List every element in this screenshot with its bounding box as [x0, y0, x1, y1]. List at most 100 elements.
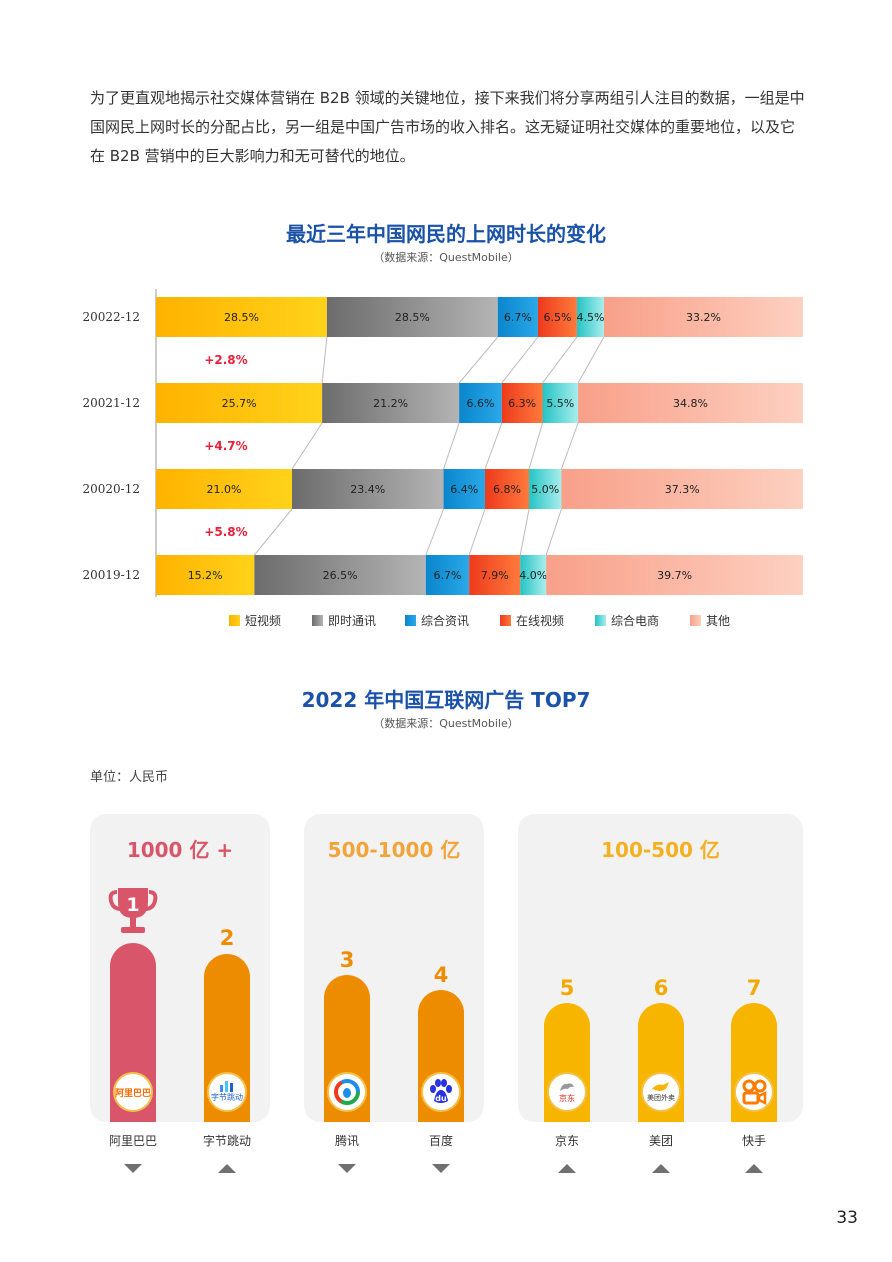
- bar-segment: [443, 469, 486, 509]
- change-label: +2.8%: [204, 353, 247, 367]
- bytedance-logo-text: 字节跳动: [211, 1093, 243, 1102]
- segment-value-label: 6.4%: [450, 483, 478, 496]
- segment-value-label: 5.0%: [531, 483, 559, 496]
- segment-value-label: 21.2%: [373, 397, 408, 410]
- bar-segment: [603, 297, 803, 337]
- trend-up-icon: [745, 1164, 763, 1173]
- bar-segment: [529, 469, 562, 509]
- intro-paragraph: 为了更直观地揭示社交媒体营销在 B2B 领域的关键地位，接下来我们将分享两组引人…: [90, 89, 805, 165]
- segment-value-label: 28.5%: [224, 311, 259, 324]
- trend-down-icon: [432, 1164, 450, 1173]
- chart-title-usage: 最近三年中国网民的上网时长的变化: [286, 222, 606, 246]
- connector-line: [458, 336, 499, 384]
- segment-value-label: 6.8%: [493, 483, 521, 496]
- alibaba-icon: 阿里巴巴: [113, 1072, 153, 1112]
- trophy-rank-label: 1: [126, 894, 139, 916]
- connector-line: [253, 508, 293, 556]
- connector-line: [577, 336, 605, 384]
- segment-value-label: 6.7%: [433, 569, 461, 582]
- jd-dog-icon: [560, 1082, 574, 1091]
- company-name-alibaba: 阿里巴巴: [108, 1134, 157, 1148]
- rank-number-5: 5: [559, 976, 575, 1000]
- company-name-baidu: 百度: [428, 1134, 453, 1148]
- trend-down-icon: [124, 1164, 142, 1173]
- segment-value-label: 39.7%: [657, 569, 692, 582]
- jd-logo-text: 京东: [559, 1093, 575, 1103]
- baidu-paw-icon: du: [430, 1079, 452, 1103]
- alibaba-logo-text: 阿里巴巴: [115, 1088, 152, 1099]
- kuaishou-camera-icon: [742, 1079, 767, 1106]
- bar-segment: [326, 297, 498, 337]
- chart-subtitle-ads: （数据来源：QuestMobile）: [373, 717, 519, 730]
- legend-label: 即时通讯: [328, 614, 376, 628]
- legend-swatch: [405, 615, 416, 626]
- bar-segment: [425, 555, 470, 595]
- meituan-logo-text: 美团外卖: [647, 1094, 675, 1102]
- category-label: 20022-12: [83, 310, 141, 324]
- legend-swatch: [229, 615, 240, 626]
- stacked-bar-chart: 20022-12 28.5% 28.5% 6.7% 6.5% 4.5% 33.2% 20021…: [83, 289, 803, 628]
- trophy-icon: 1: [108, 888, 158, 933]
- legend-swatch: [595, 615, 606, 626]
- segment-value-label: 4.5%: [576, 311, 604, 324]
- rank-number-7: 7: [746, 976, 762, 1000]
- change-label: +5.8%: [204, 525, 247, 539]
- chart-subtitle-usage: （数据来源：QuestMobile）: [373, 251, 519, 264]
- company-name-bytedance: 字节跳动: [202, 1134, 251, 1148]
- connector-line: [484, 422, 503, 470]
- segment-value-label: 4.0%: [519, 569, 547, 582]
- unit-label: 单位：人民币: [90, 770, 169, 785]
- trend-up-icon: [558, 1164, 576, 1173]
- chart-title-ads: 2022 年中国互联网广告 TOP7: [301, 688, 591, 712]
- group-label: 1000 亿 +: [126, 838, 234, 862]
- rank-number-3: 3: [339, 948, 355, 972]
- bar-segment: [254, 555, 426, 595]
- jd-icon: 京东: [547, 1072, 587, 1112]
- bar-segment: [578, 383, 803, 423]
- trend-up-icon: [218, 1164, 236, 1173]
- bar-segment: [459, 383, 502, 423]
- connector-line: [519, 508, 530, 556]
- connector-line: [560, 422, 579, 470]
- kuaishou-icon: [734, 1072, 774, 1112]
- legend-label: 综合资讯: [421, 613, 469, 628]
- bar-segment: [542, 383, 579, 423]
- bar-segment: [322, 383, 460, 423]
- page-number: 33: [836, 1208, 858, 1228]
- bytedance-bars-icon: [220, 1081, 233, 1092]
- segment-value-label: 23.4%: [350, 483, 385, 496]
- segment-value-label: 33.2%: [686, 311, 721, 324]
- meituan-icon: 美团外卖: [641, 1072, 681, 1112]
- segment-value-label: 6.5%: [543, 311, 571, 324]
- bar-segment: [485, 469, 530, 509]
- legend-label: 在线视频: [516, 613, 564, 628]
- segment-value-label: 28.5%: [395, 311, 430, 324]
- connector-line: [468, 508, 486, 556]
- rank-number-6: 6: [653, 976, 669, 1000]
- bar-segment: [497, 297, 538, 337]
- bar-segment: [520, 555, 547, 595]
- legend-swatch: [690, 615, 701, 626]
- bar-segment: [501, 383, 543, 423]
- segment-value-label: 21.0%: [207, 483, 242, 496]
- connector-line: [425, 508, 445, 556]
- legend-label: 综合电商: [611, 613, 659, 628]
- category-label: 20021-12: [83, 396, 141, 410]
- change-label: +4.7%: [204, 439, 247, 453]
- bar-segment: [561, 469, 803, 509]
- segment-value-label: 6.3%: [508, 397, 536, 410]
- connector-line: [528, 422, 543, 470]
- connector-line: [443, 422, 460, 470]
- bar-segment: [546, 555, 803, 595]
- company-name-jd: 京东: [554, 1134, 579, 1148]
- baidu-logo-text: du: [435, 1094, 447, 1103]
- segment-value-label: 6.6%: [466, 397, 494, 410]
- tencent-icon: [327, 1072, 367, 1112]
- bar-segment: [156, 297, 327, 337]
- legend-label: 其他: [706, 614, 730, 628]
- tencent-news-icon: [334, 1079, 360, 1105]
- segment-value-label: 25.7%: [222, 397, 257, 410]
- bar-segment: [156, 555, 255, 595]
- company-name-tencent: 腾讯: [334, 1134, 359, 1148]
- bar-segment: [156, 469, 293, 509]
